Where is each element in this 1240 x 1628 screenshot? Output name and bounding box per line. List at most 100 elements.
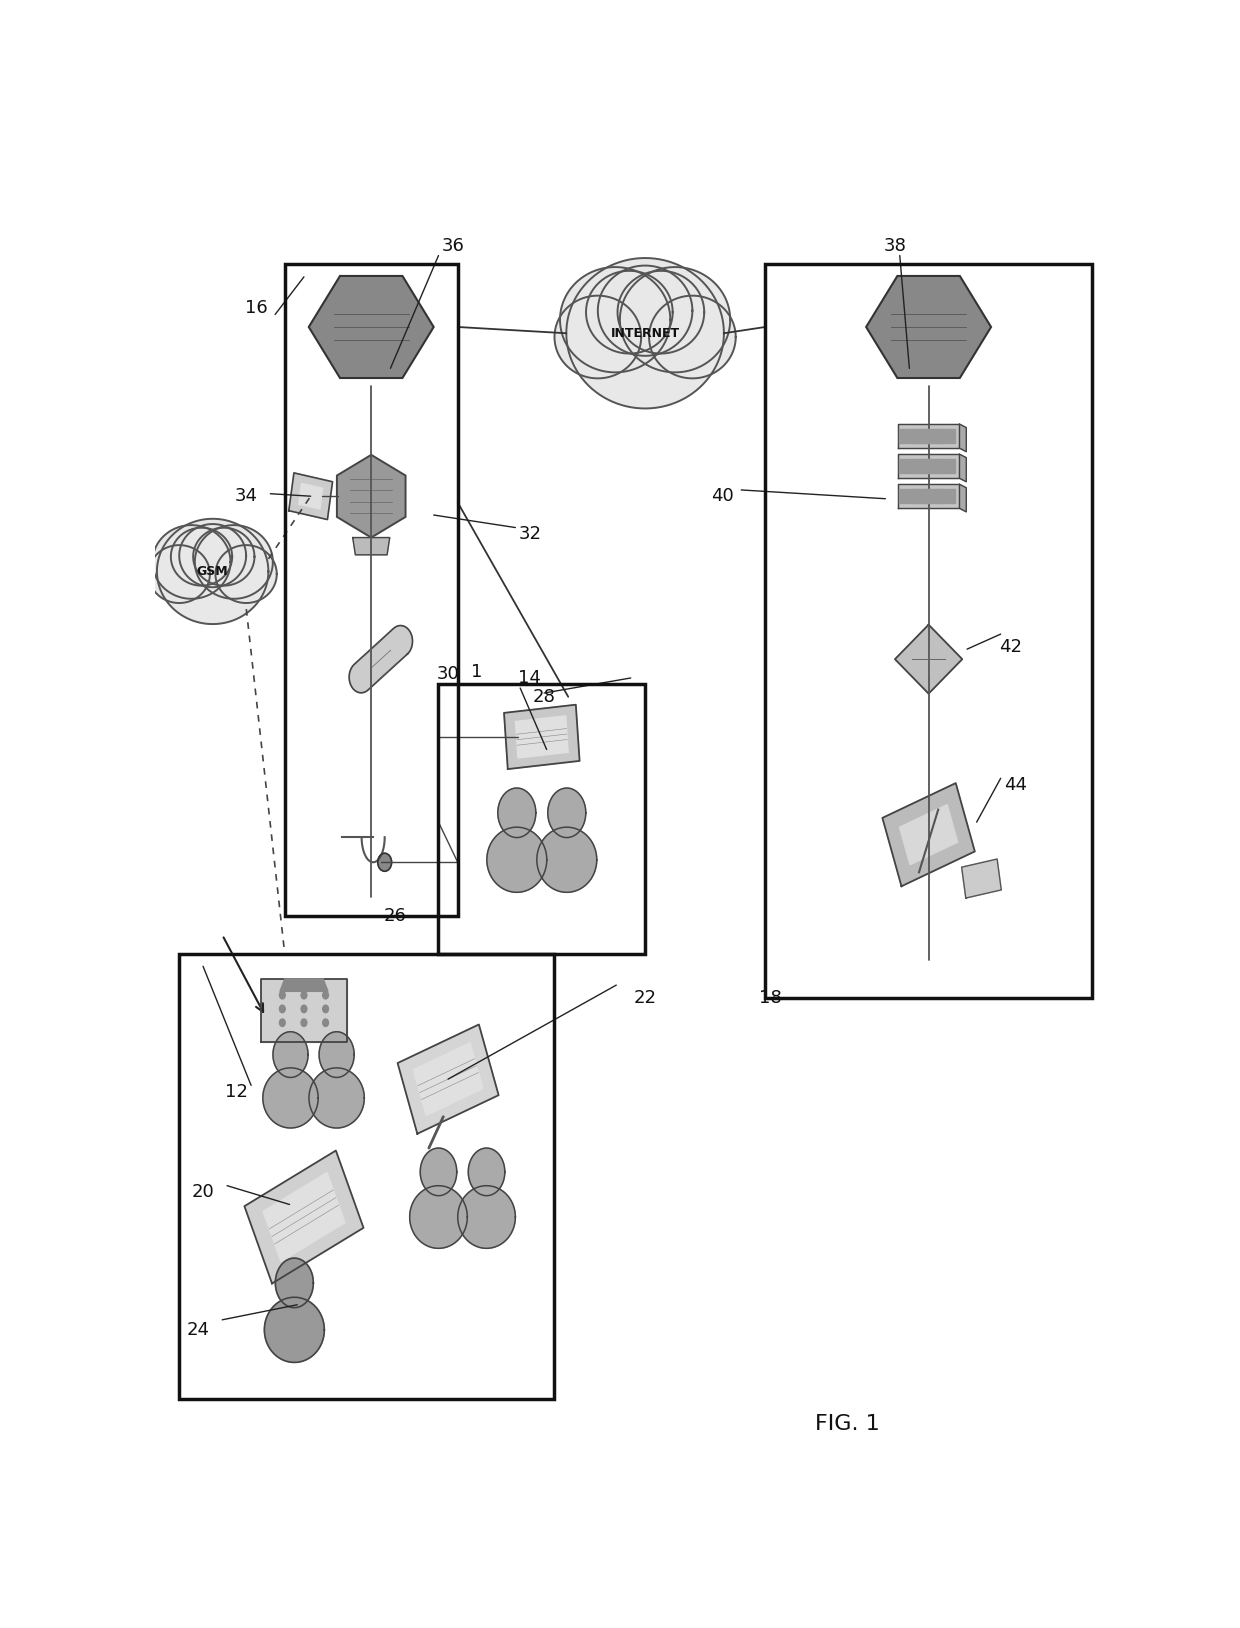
Polygon shape xyxy=(560,267,671,373)
Polygon shape xyxy=(273,1032,308,1078)
Polygon shape xyxy=(883,783,975,886)
Polygon shape xyxy=(649,296,735,378)
Polygon shape xyxy=(898,423,960,448)
Polygon shape xyxy=(960,454,966,482)
Text: 18: 18 xyxy=(759,988,781,1006)
Text: GSM: GSM xyxy=(197,565,228,578)
Polygon shape xyxy=(398,1024,498,1133)
Polygon shape xyxy=(898,484,960,508)
Polygon shape xyxy=(503,705,579,768)
Circle shape xyxy=(378,853,392,871)
Circle shape xyxy=(301,991,306,1000)
Polygon shape xyxy=(469,1148,505,1195)
Text: 28: 28 xyxy=(533,687,556,707)
Polygon shape xyxy=(280,978,327,991)
Polygon shape xyxy=(898,454,960,479)
Polygon shape xyxy=(195,526,273,599)
Text: FIG. 1: FIG. 1 xyxy=(815,1413,879,1434)
Polygon shape xyxy=(960,484,966,511)
Bar xyxy=(179,954,554,1398)
Circle shape xyxy=(301,1019,306,1027)
Polygon shape xyxy=(309,277,434,378)
Polygon shape xyxy=(337,454,405,537)
Polygon shape xyxy=(413,1042,482,1115)
Polygon shape xyxy=(458,1185,516,1249)
Polygon shape xyxy=(263,1172,345,1262)
Text: 34: 34 xyxy=(234,487,258,505)
Text: 1: 1 xyxy=(471,663,482,681)
Polygon shape xyxy=(350,625,413,694)
Polygon shape xyxy=(618,270,704,353)
Polygon shape xyxy=(153,526,231,599)
Polygon shape xyxy=(926,490,942,503)
Text: 32: 32 xyxy=(518,524,542,542)
Polygon shape xyxy=(940,490,955,503)
Polygon shape xyxy=(962,860,1001,899)
Polygon shape xyxy=(319,1032,355,1078)
Polygon shape xyxy=(899,430,915,443)
Bar xyxy=(439,684,645,954)
Text: 26: 26 xyxy=(384,907,407,925)
Text: 44: 44 xyxy=(1003,775,1027,793)
Polygon shape xyxy=(352,537,389,555)
Circle shape xyxy=(322,1019,329,1027)
Polygon shape xyxy=(420,1148,456,1195)
Polygon shape xyxy=(913,430,929,443)
Polygon shape xyxy=(299,484,322,510)
Polygon shape xyxy=(899,490,915,503)
Circle shape xyxy=(279,991,285,1000)
Polygon shape xyxy=(926,459,942,472)
Polygon shape xyxy=(866,277,991,378)
Text: 16: 16 xyxy=(244,300,268,317)
Text: 36: 36 xyxy=(441,236,464,254)
Polygon shape xyxy=(940,430,955,443)
Polygon shape xyxy=(899,459,915,472)
Polygon shape xyxy=(409,1185,467,1249)
Polygon shape xyxy=(497,788,536,837)
Text: 14: 14 xyxy=(518,669,541,687)
Polygon shape xyxy=(264,1298,325,1363)
Polygon shape xyxy=(587,270,672,353)
Text: 24: 24 xyxy=(187,1320,210,1338)
Polygon shape xyxy=(899,804,957,864)
Polygon shape xyxy=(193,527,254,586)
Polygon shape xyxy=(940,459,955,472)
Text: 20: 20 xyxy=(192,1184,215,1201)
Polygon shape xyxy=(554,296,641,378)
Text: 12: 12 xyxy=(226,1083,248,1101)
Bar xyxy=(765,264,1092,998)
Text: 22: 22 xyxy=(634,988,657,1006)
Polygon shape xyxy=(548,788,585,837)
Polygon shape xyxy=(180,524,246,588)
Polygon shape xyxy=(895,625,962,694)
Polygon shape xyxy=(216,545,277,602)
Polygon shape xyxy=(275,1258,314,1307)
Polygon shape xyxy=(157,519,268,624)
Polygon shape xyxy=(913,490,929,503)
Circle shape xyxy=(322,991,329,1000)
Polygon shape xyxy=(926,430,942,443)
Text: 30: 30 xyxy=(436,666,460,684)
Polygon shape xyxy=(263,1068,319,1128)
Circle shape xyxy=(279,1019,285,1027)
Polygon shape xyxy=(960,423,966,451)
Polygon shape xyxy=(149,545,210,602)
Polygon shape xyxy=(309,1068,365,1128)
Circle shape xyxy=(301,1004,306,1013)
Polygon shape xyxy=(260,978,347,1042)
Polygon shape xyxy=(598,265,692,357)
Polygon shape xyxy=(913,459,929,472)
Polygon shape xyxy=(171,527,232,586)
Polygon shape xyxy=(567,259,724,409)
Bar xyxy=(285,264,458,917)
Polygon shape xyxy=(620,267,730,373)
Polygon shape xyxy=(487,827,547,892)
Circle shape xyxy=(322,1004,329,1013)
Text: INTERNET: INTERNET xyxy=(610,327,680,340)
Polygon shape xyxy=(289,472,332,519)
Circle shape xyxy=(279,1004,285,1013)
Text: 42: 42 xyxy=(998,638,1022,656)
Text: 40: 40 xyxy=(711,487,733,505)
Polygon shape xyxy=(244,1151,363,1283)
Text: 38: 38 xyxy=(884,236,906,254)
